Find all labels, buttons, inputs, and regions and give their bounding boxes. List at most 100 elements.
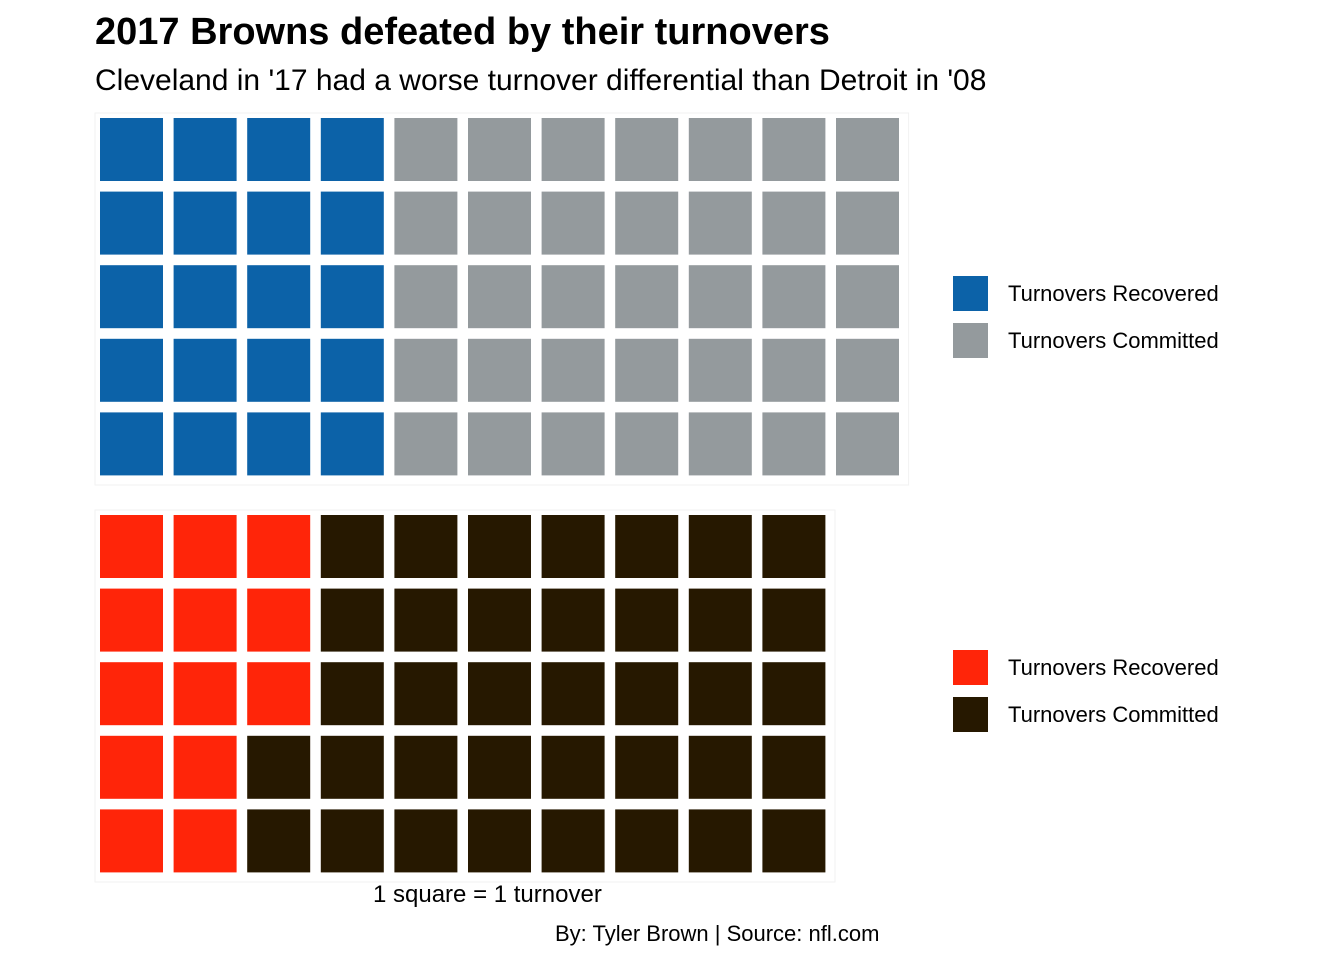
- waffle-square-committed: [762, 118, 826, 181]
- waffle-square-committed: [468, 118, 531, 181]
- waffle-square-committed: [762, 662, 826, 726]
- waffle-square-committed: [541, 588, 605, 652]
- waffle-square-recovered: [100, 412, 163, 476]
- waffle-square-committed: [762, 191, 826, 255]
- waffle-square-recovered: [100, 662, 163, 726]
- waffle-square-recovered: [320, 412, 384, 476]
- waffle-square-recovered: [173, 118, 237, 181]
- waffle-square-committed: [541, 118, 605, 181]
- waffle-square-committed: [541, 412, 605, 476]
- waffle-square-committed: [394, 735, 458, 799]
- waffle-square-recovered: [320, 265, 384, 329]
- waffle-square-recovered: [247, 191, 311, 255]
- waffle-square-recovered: [173, 662, 237, 726]
- waffle-square-committed: [394, 338, 458, 402]
- waffle-square-committed: [762, 412, 826, 476]
- waffle-square-committed: [394, 588, 458, 652]
- legend-label-recovered: Turnovers Recovered: [1008, 281, 1219, 306]
- waffle-square-committed: [541, 338, 605, 402]
- waffle-square-recovered: [320, 338, 384, 402]
- waffle-square-committed: [320, 735, 384, 799]
- waffle-square-committed: [688, 265, 752, 329]
- waffle-square-committed: [615, 412, 679, 476]
- legend-label-committed: Turnovers Committed: [1008, 702, 1219, 727]
- waffle-square-committed: [688, 338, 752, 402]
- waffle-square-committed: [762, 735, 826, 799]
- waffle-square-committed: [394, 662, 458, 726]
- waffle-square-committed: [468, 735, 531, 799]
- waffle-square-committed: [762, 809, 826, 873]
- waffle-square-committed: [615, 515, 679, 578]
- waffle-square-committed: [541, 265, 605, 329]
- waffle-square-recovered: [100, 265, 163, 329]
- waffle-square-recovered: [100, 338, 163, 402]
- waffle-square-recovered: [100, 588, 163, 652]
- waffle-square-recovered: [247, 118, 311, 181]
- waffle-square-recovered: [100, 118, 163, 181]
- waffle-square-committed: [762, 515, 826, 578]
- waffle-square-recovered: [173, 735, 237, 799]
- waffle-square-recovered: [173, 588, 237, 652]
- legend-label-recovered: Turnovers Recovered: [1008, 655, 1219, 680]
- legend-key-committed: [953, 697, 988, 732]
- waffle-square-committed: [836, 118, 899, 181]
- chart-subtitle: Cleveland in '17 had a worse turnover di…: [95, 64, 987, 97]
- waffle-square-committed: [688, 735, 752, 799]
- waffle-square-committed: [394, 118, 458, 181]
- waffle-square-committed: [615, 338, 679, 402]
- waffle-square-committed: [615, 588, 679, 652]
- waffle-square-committed: [468, 412, 531, 476]
- legend-key-recovered: [953, 650, 988, 685]
- waffle-square-committed: [394, 515, 458, 578]
- waffle-square-committed: [320, 588, 384, 652]
- waffle-square-committed: [688, 809, 752, 873]
- legend-key-committed: [953, 323, 988, 358]
- waffle-square-committed: [688, 118, 752, 181]
- waffle-square-committed: [836, 338, 899, 402]
- waffle-square-committed: [762, 588, 826, 652]
- waffle-square-committed: [615, 662, 679, 726]
- waffle-square-committed: [688, 191, 752, 255]
- legend-label-committed: Turnovers Committed: [1008, 328, 1219, 353]
- waffle-square-recovered: [247, 412, 311, 476]
- waffle-square-committed: [615, 735, 679, 799]
- waffle-square-recovered: [100, 735, 163, 799]
- waffle-square-committed: [468, 338, 531, 402]
- waffle-square-committed: [541, 662, 605, 726]
- waffle-square-committed: [836, 265, 899, 329]
- waffle-square-committed: [615, 809, 679, 873]
- waffle-square-committed: [247, 735, 311, 799]
- waffle-square-recovered: [173, 338, 237, 402]
- waffle-square-recovered: [247, 515, 311, 578]
- waffle-square-recovered: [173, 265, 237, 329]
- waffle-square-committed: [541, 809, 605, 873]
- waffle-square-committed: [320, 662, 384, 726]
- chart-title: 2017 Browns defeated by their turnovers: [95, 11, 830, 53]
- waffle-square-recovered: [100, 809, 163, 873]
- waffle-square-recovered: [173, 412, 237, 476]
- waffle-square-committed: [688, 412, 752, 476]
- waffle-square-committed: [688, 662, 752, 726]
- chart-caption: By: Tyler Brown | Source: nfl.com: [555, 921, 880, 946]
- waffle-square-recovered: [173, 809, 237, 873]
- waffle-square-committed: [394, 191, 458, 255]
- x-axis-label: 1 square = 1 turnover: [373, 881, 602, 908]
- waffle-square-committed: [541, 515, 605, 578]
- waffle-square-committed: [688, 588, 752, 652]
- waffle-square-committed: [394, 809, 458, 873]
- waffle-square-recovered: [247, 662, 311, 726]
- waffle-square-committed: [762, 338, 826, 402]
- waffle-square-committed: [468, 191, 531, 255]
- waffle-square-committed: [541, 735, 605, 799]
- waffle-square-recovered: [173, 191, 237, 255]
- waffle-square-committed: [762, 265, 826, 329]
- waffle-square-committed: [394, 412, 458, 476]
- waffle-square-recovered: [247, 338, 311, 402]
- waffle-square-committed: [468, 588, 531, 652]
- waffle-square-committed: [615, 265, 679, 329]
- waffle-square-committed: [468, 265, 531, 329]
- waffle-square-recovered: [320, 191, 384, 255]
- waffle-square-committed: [615, 118, 679, 181]
- waffle-square-committed: [394, 265, 458, 329]
